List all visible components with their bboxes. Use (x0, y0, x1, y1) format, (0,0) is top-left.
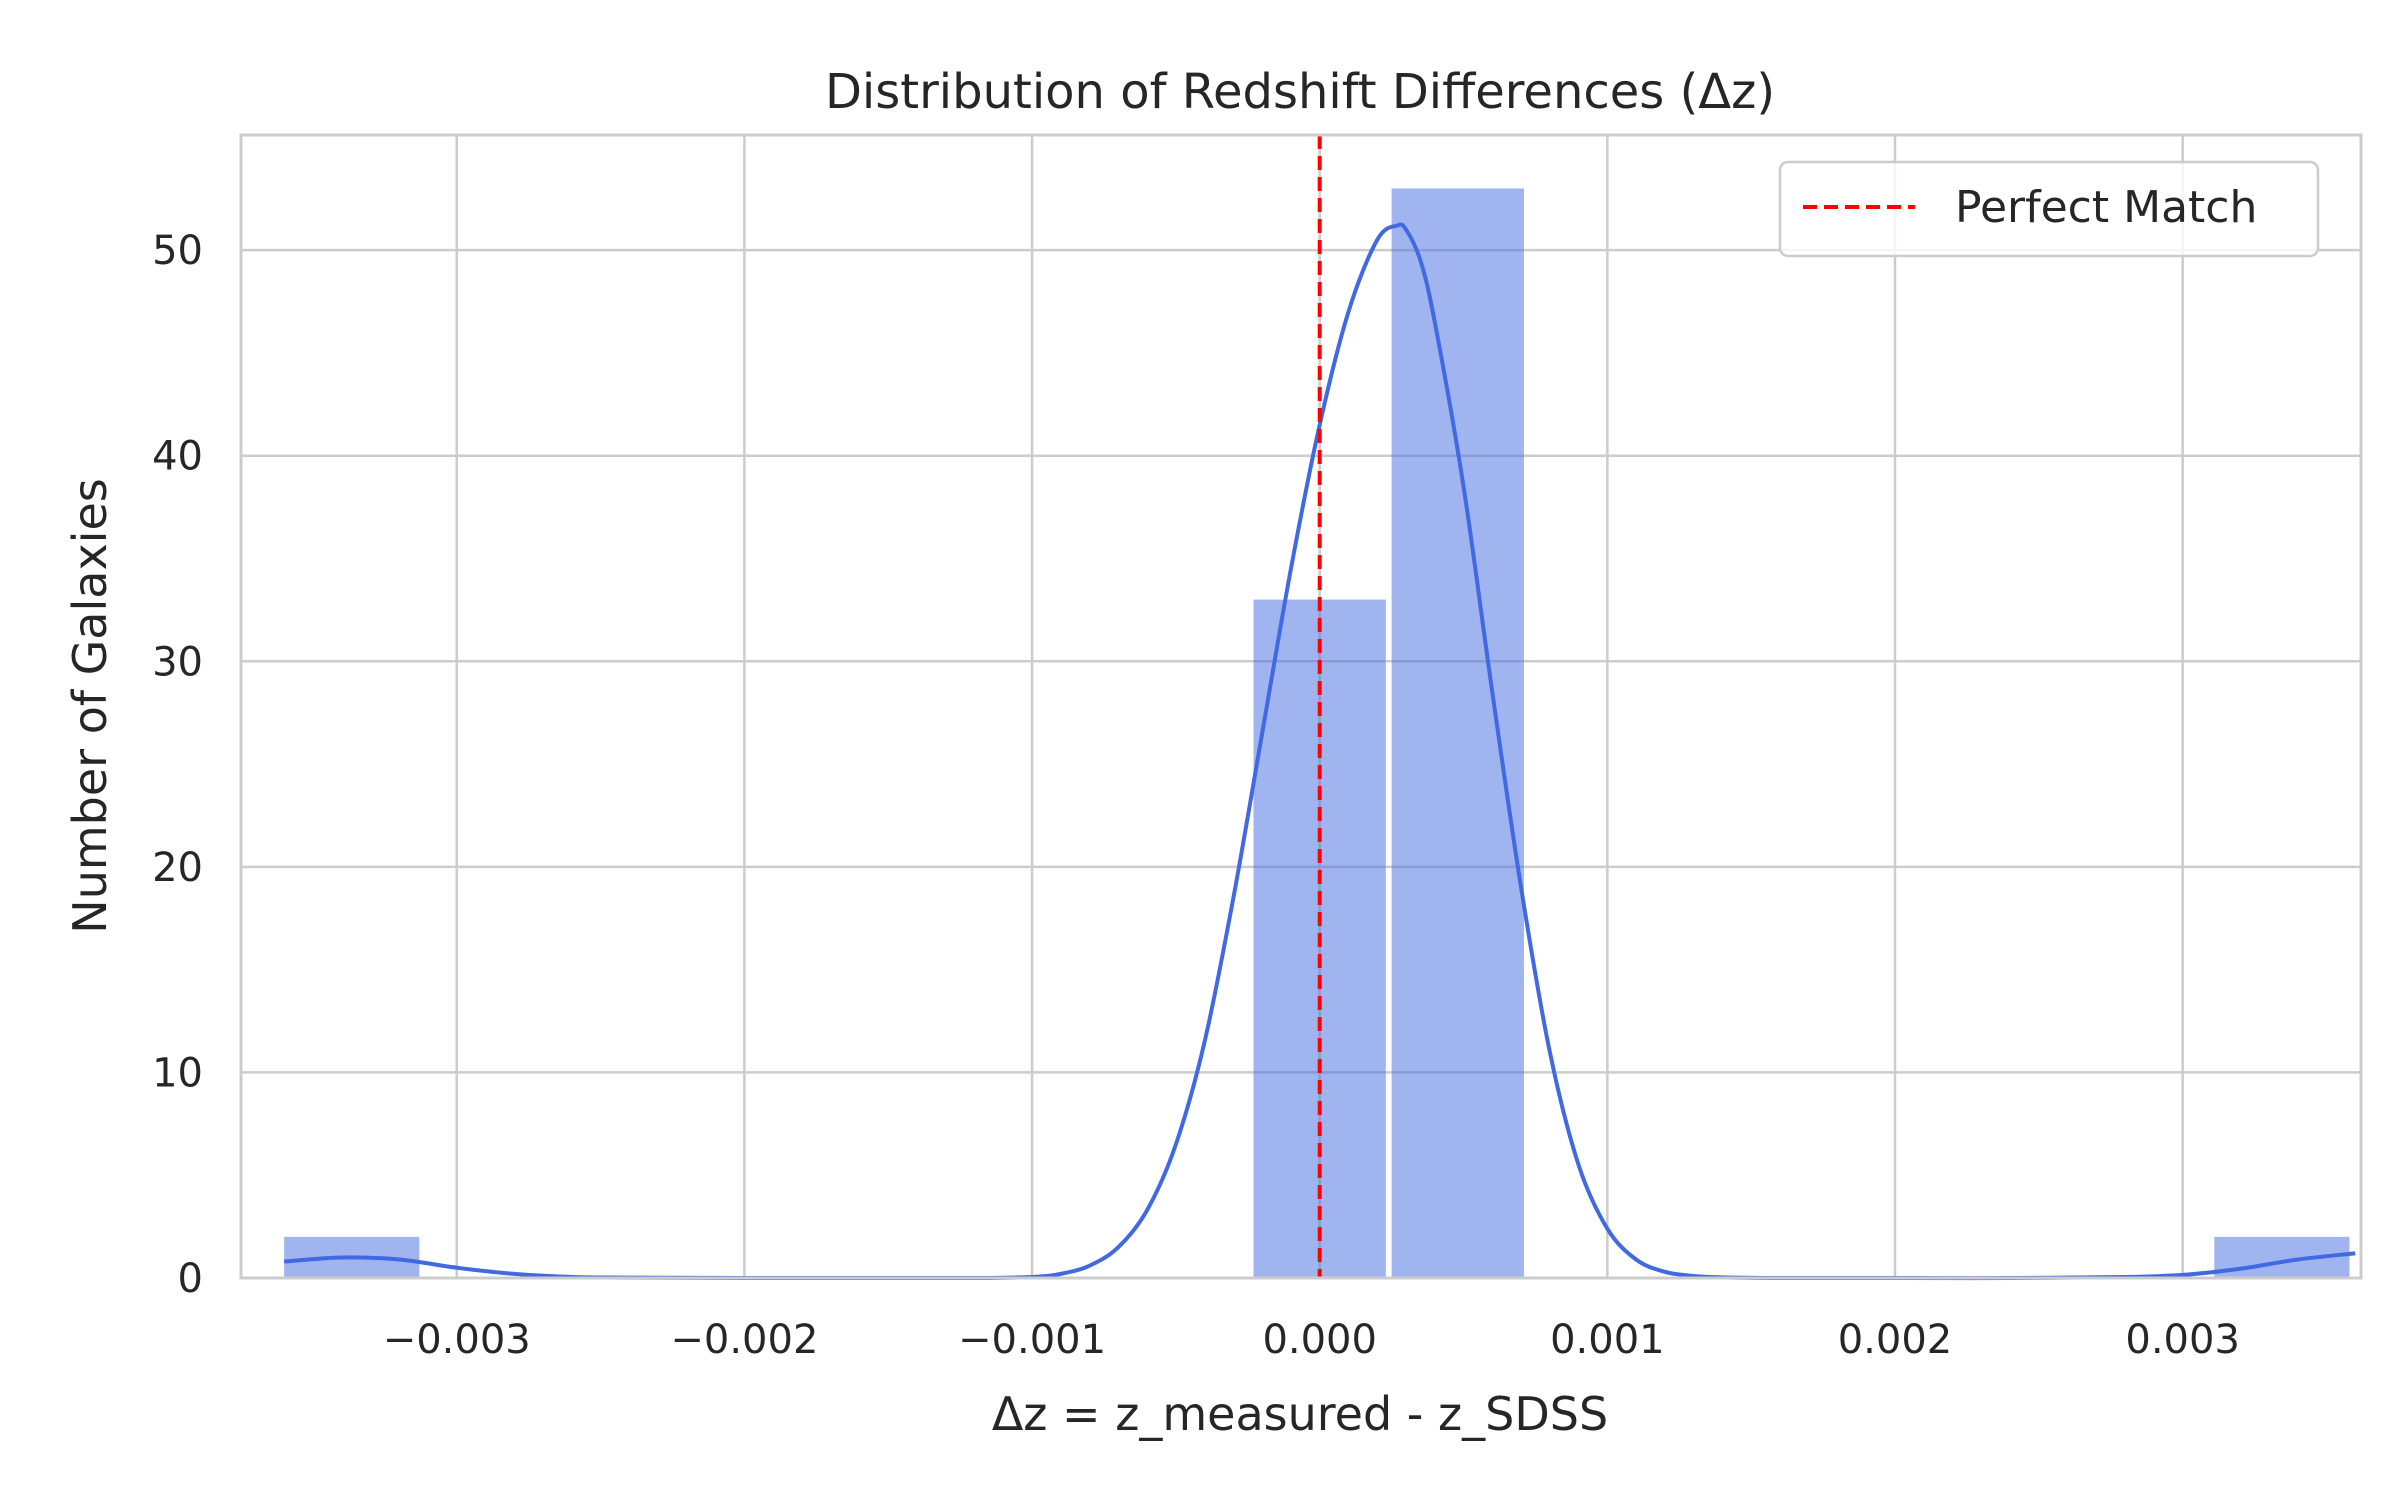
y-tick-label: 30 (152, 639, 203, 685)
x-tick-label: 0.002 (1838, 1317, 1953, 1363)
x-tick-label: 0.003 (2125, 1317, 2240, 1363)
y-tick-labels: 0 10 20 30 40 50 (152, 228, 203, 1302)
x-tick-labels: −0.003 −0.002 −0.001 0.000 0.001 0.002 0.003 (383, 1317, 2240, 1363)
x-tick-label: 0.001 (1550, 1317, 1665, 1363)
chart-title: Distribution of Redshift Differences (Δz… (825, 64, 1775, 120)
y-tick-label: 20 (152, 845, 203, 891)
plot-frame (239, 133, 2363, 1280)
y-tick-label: 0 (178, 1256, 203, 1302)
x-tick-label: −0.001 (958, 1317, 1106, 1363)
legend: Perfect Match (1778, 160, 2320, 258)
x-tick-label: 0.000 (1262, 1317, 1377, 1363)
legend-box (1778, 160, 2320, 258)
legend-label-perfect-match: Perfect Match (1955, 182, 2257, 233)
x-tick-label: −0.003 (383, 1317, 531, 1363)
y-axis-label: Number of Galaxies (63, 478, 117, 933)
y-tick-label: 10 (152, 1050, 203, 1096)
x-tick-label: −0.002 (670, 1317, 818, 1363)
y-tick-label: 50 (152, 228, 203, 274)
y-tick-label: 40 (152, 434, 203, 480)
histogram-bar (1391, 188, 1524, 1278)
x-axis-label: Δz = z_measured - z_SDSS (992, 1387, 1608, 1441)
